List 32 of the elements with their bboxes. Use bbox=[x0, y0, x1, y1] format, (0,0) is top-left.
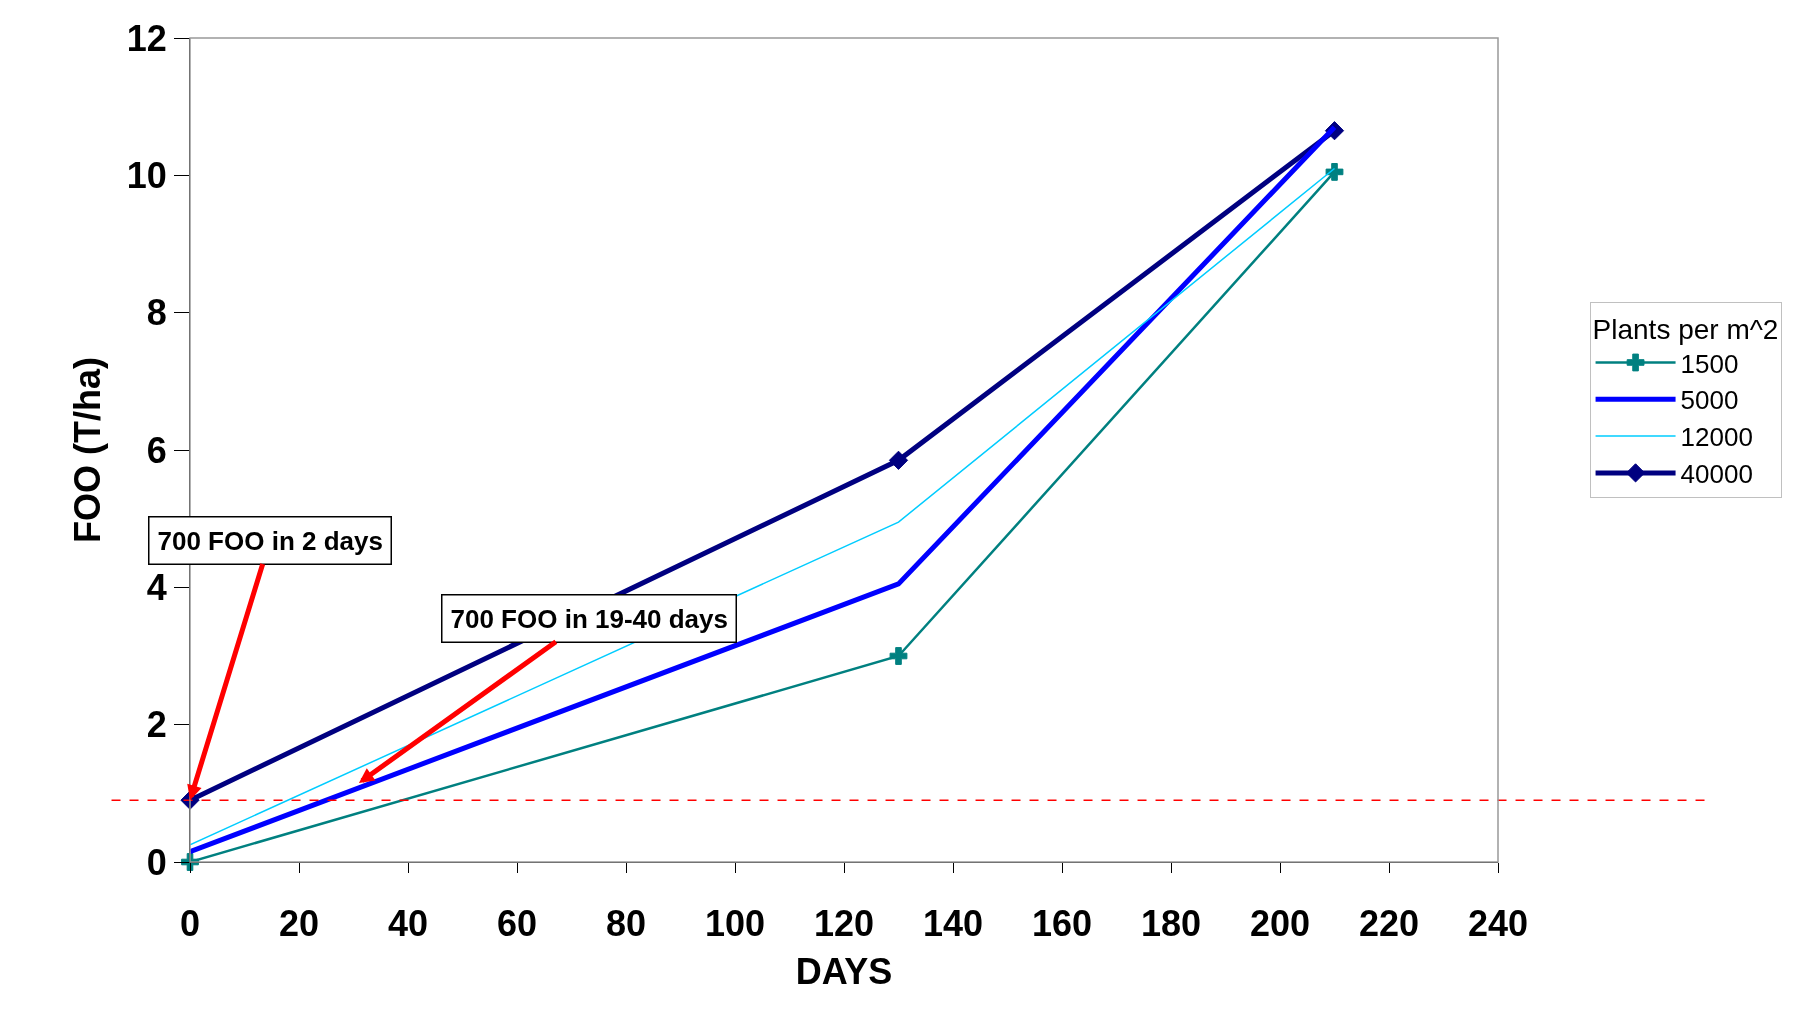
legend-label: 12000 bbox=[1680, 422, 1753, 453]
y-tick-label: 0 bbox=[146, 841, 167, 883]
y-axis-title: FOO (T/ha) bbox=[66, 357, 108, 543]
y-tick-label: 12 bbox=[126, 17, 167, 59]
x-tick-label: 140 bbox=[922, 903, 984, 945]
x-tick-label: 180 bbox=[1140, 903, 1202, 945]
legend-label: 40000 bbox=[1680, 459, 1753, 490]
x-tick-label: 240 bbox=[1467, 903, 1529, 945]
x-tick-label: 100 bbox=[704, 903, 766, 945]
point bbox=[888, 450, 909, 470]
x-tick-label: 200 bbox=[1249, 903, 1311, 945]
y-tick-label: 8 bbox=[146, 292, 167, 334]
y-tick-label: 6 bbox=[146, 429, 167, 471]
x-tick-label: 40 bbox=[387, 903, 429, 945]
point bbox=[1325, 163, 1344, 181]
x-tick-label: 120 bbox=[813, 903, 875, 945]
y-tick-label: 10 bbox=[126, 154, 167, 196]
x-tick-label: 160 bbox=[1031, 903, 1093, 945]
legend-label: 5000 bbox=[1680, 385, 1739, 416]
point bbox=[889, 647, 908, 665]
annotation: 700 FOO in 19-40 days bbox=[450, 603, 728, 634]
x-tick-label: 20 bbox=[278, 903, 320, 945]
annotation: 700 FOO in 2 days bbox=[157, 525, 383, 556]
x-tick-label: 0 bbox=[179, 903, 201, 945]
y-tick-label: 2 bbox=[146, 704, 167, 746]
y-tick-label: 4 bbox=[146, 566, 167, 608]
legend-label: 1500 bbox=[1680, 348, 1739, 379]
x-tick-label: 220 bbox=[1358, 903, 1420, 945]
x-tick-label: 80 bbox=[605, 903, 647, 945]
legend-title: Plants per m^2 bbox=[1592, 314, 1779, 346]
x-axis-title: DAYS bbox=[795, 950, 893, 992]
x-tick-label: 60 bbox=[496, 903, 538, 945]
